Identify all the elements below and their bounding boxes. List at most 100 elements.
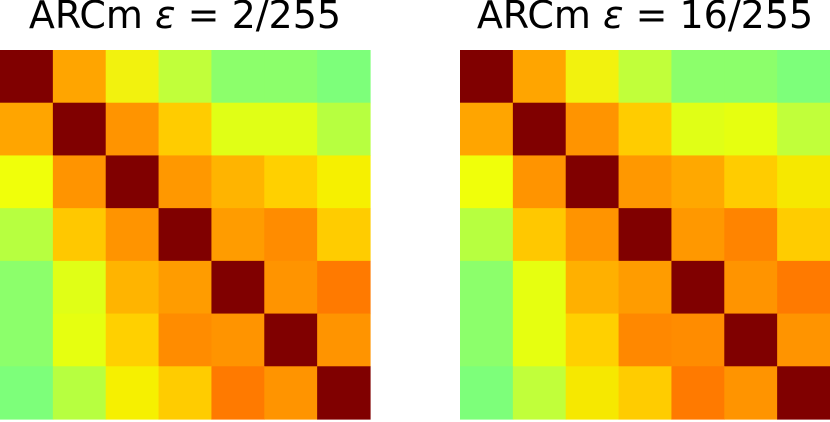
heatmap-right-cell-r0-c5 xyxy=(724,50,778,104)
heatmap-right-cell-r1-c1 xyxy=(512,102,567,157)
heatmap-right-cell-r6-c4 xyxy=(671,366,725,420)
heatmap-right-cell-r4-c0 xyxy=(460,260,514,315)
heatmap-left-cell-r0-c0 xyxy=(0,50,54,104)
heatmap-left-cell-r1-c1 xyxy=(52,102,107,157)
heatmap-left-cell-r5-c5 xyxy=(264,313,318,367)
heatmap-right-cell-r3-c6 xyxy=(777,208,830,262)
heatmap-right-cell-r1-c2 xyxy=(565,102,620,157)
heatmap-left-cell-r2-c5 xyxy=(264,155,318,209)
heatmap-right-cell-r5-c6 xyxy=(777,313,830,367)
heatmap-right-cell-r5-c5 xyxy=(724,313,778,367)
heatmap-left-cell-r6-c2 xyxy=(105,366,160,420)
heatmap-right-cell-r4-c5 xyxy=(724,260,778,315)
heatmap-left-cell-r1-c2 xyxy=(105,102,160,157)
heatmap-right-cell-r0-c4 xyxy=(671,50,725,104)
heatmap-left-cell-r3-c3 xyxy=(158,208,213,262)
heatmap-right: ARCm ε = 16/255 xyxy=(460,0,830,420)
heatmap-left-cell-r1-c5 xyxy=(264,102,318,157)
heatmap-right-cell-r2-c5 xyxy=(724,155,778,209)
heatmap-left-cell-r5-c0 xyxy=(0,313,54,367)
heatmap-right-cell-r2-c0 xyxy=(460,155,514,209)
heatmap-right-cell-r5-c0 xyxy=(460,313,514,367)
heatmap-right-cell-r5-c4 xyxy=(671,313,725,367)
heatmap-right-cell-r4-c6 xyxy=(777,260,830,315)
heatmap-left-cell-r1-c4 xyxy=(211,102,265,157)
heatmap-right-cell-r4-c3 xyxy=(618,260,673,315)
heatmap-left-cell-r1-c6 xyxy=(317,102,371,157)
heatmap-left-cell-r3-c1 xyxy=(52,208,107,262)
heatmap-right-cell-r6-c0 xyxy=(460,366,514,420)
heatmap-right-cell-r3-c1 xyxy=(512,208,567,262)
heatmap-right-cell-r1-c0 xyxy=(460,102,514,157)
heatmap-left-cell-r2-c3 xyxy=(158,155,213,209)
heatmap-right-cell-r6-c5 xyxy=(724,366,778,420)
heatmap-right-cell-r0-c1 xyxy=(512,50,567,104)
heatmap-left-cell-r4-c4 xyxy=(211,260,265,315)
heatmap-right-cell-r3-c2 xyxy=(565,208,620,262)
heatmap-left-cell-r0-c5 xyxy=(264,50,318,104)
heatmap-right-cell-r4-c4 xyxy=(671,260,725,315)
heatmap-right-cells xyxy=(460,50,830,420)
heatmap-left-cell-r3-c0 xyxy=(0,208,54,262)
heatmap-right-cell-r2-c3 xyxy=(618,155,673,209)
heatmap-left-cell-r4-c0 xyxy=(0,260,54,315)
heatmap-right-cell-r6-c6 xyxy=(777,366,830,420)
heatmap-left-cell-r1-c0 xyxy=(0,102,54,157)
heatmap-right-cell-r2-c2 xyxy=(565,155,620,209)
heatmap-left-cell-r5-c1 xyxy=(52,313,107,367)
heatmap-left-cell-r2-c0 xyxy=(0,155,54,209)
heatmap-left-cell-r3-c5 xyxy=(264,208,318,262)
heatmap-right-cell-r1-c5 xyxy=(724,102,778,157)
heatmap-left-cell-r6-c5 xyxy=(264,366,318,420)
heatmap-right-cell-r4-c1 xyxy=(512,260,567,315)
heatmap-left-cell-r4-c1 xyxy=(52,260,107,315)
heatmap-left-cell-r3-c2 xyxy=(105,208,160,262)
heatmap-left-cell-r5-c3 xyxy=(158,313,213,367)
heatmap-right-cell-r3-c4 xyxy=(671,208,725,262)
heatmap-right-cell-r5-c2 xyxy=(565,313,620,367)
heatmap-left-cell-r2-c6 xyxy=(317,155,371,209)
heatmap-right-cell-r2-c4 xyxy=(671,155,725,209)
heatmap-left-cell-r5-c2 xyxy=(105,313,160,367)
heatmap-right-cell-r1-c4 xyxy=(671,102,725,157)
heatmap-left: ARCm ε = 2/255 xyxy=(0,0,371,420)
heatmap-left-cell-r5-c6 xyxy=(317,313,371,367)
heatmap-left-cell-r4-c6 xyxy=(317,260,371,315)
heatmap-right-cell-r3-c5 xyxy=(724,208,778,262)
heatmap-right-cell-r4-c2 xyxy=(565,260,620,315)
heatmap-right-cell-r0-c6 xyxy=(777,50,830,104)
heatmap-left-cell-r3-c4 xyxy=(211,208,265,262)
heatmap-right-cell-r3-c0 xyxy=(460,208,514,262)
heatmap-right-cell-r3-c3 xyxy=(618,208,673,262)
heatmap-left-cell-r6-c1 xyxy=(52,366,107,420)
heatmap-left-cell-r4-c3 xyxy=(158,260,213,315)
heatmap-left-cell-r0-c6 xyxy=(317,50,371,104)
heatmap-left-cells xyxy=(0,50,371,420)
heatmap-left-cell-r6-c3 xyxy=(158,366,213,420)
heatmap-left-cell-r0-c3 xyxy=(158,50,213,104)
heatmap-left-cell-r0-c2 xyxy=(105,50,160,104)
heatmap-left-cell-r1-c3 xyxy=(158,102,213,157)
heatmap-right-cell-r1-c3 xyxy=(618,102,673,157)
heatmap-left-cell-r0-c4 xyxy=(211,50,265,104)
heatmap-left-cell-r3-c6 xyxy=(317,208,371,262)
heatmap-right-cell-r2-c6 xyxy=(777,155,830,209)
heatmap-right-cell-r2-c1 xyxy=(512,155,567,209)
heatmap-right-cell-r6-c3 xyxy=(618,366,673,420)
heatmap-left-cell-r4-c5 xyxy=(264,260,318,315)
heatmap-left-cell-r6-c6 xyxy=(317,366,371,420)
heatmap-right-cell-r1-c6 xyxy=(777,102,830,157)
heatmap-left-title: ARCm ε = 2/255 xyxy=(29,0,341,37)
heatmap-right-cell-r0-c3 xyxy=(618,50,673,104)
heatmap-right-cell-r6-c1 xyxy=(512,366,567,420)
heatmap-left-cell-r6-c4 xyxy=(211,366,265,420)
heatmap-right-cell-r0-c0 xyxy=(460,50,514,104)
heatmap-left-cell-r2-c1 xyxy=(52,155,107,209)
heatmap-left-cell-r0-c1 xyxy=(52,50,107,104)
heatmap-right-title: ARCm ε = 16/255 xyxy=(477,0,813,37)
heatmap-right-cell-r6-c2 xyxy=(565,366,620,420)
heatmap-left-cell-r2-c2 xyxy=(105,155,160,209)
heatmap-left-cell-r6-c0 xyxy=(0,366,54,420)
heatmap-right-cell-r5-c3 xyxy=(618,313,673,367)
